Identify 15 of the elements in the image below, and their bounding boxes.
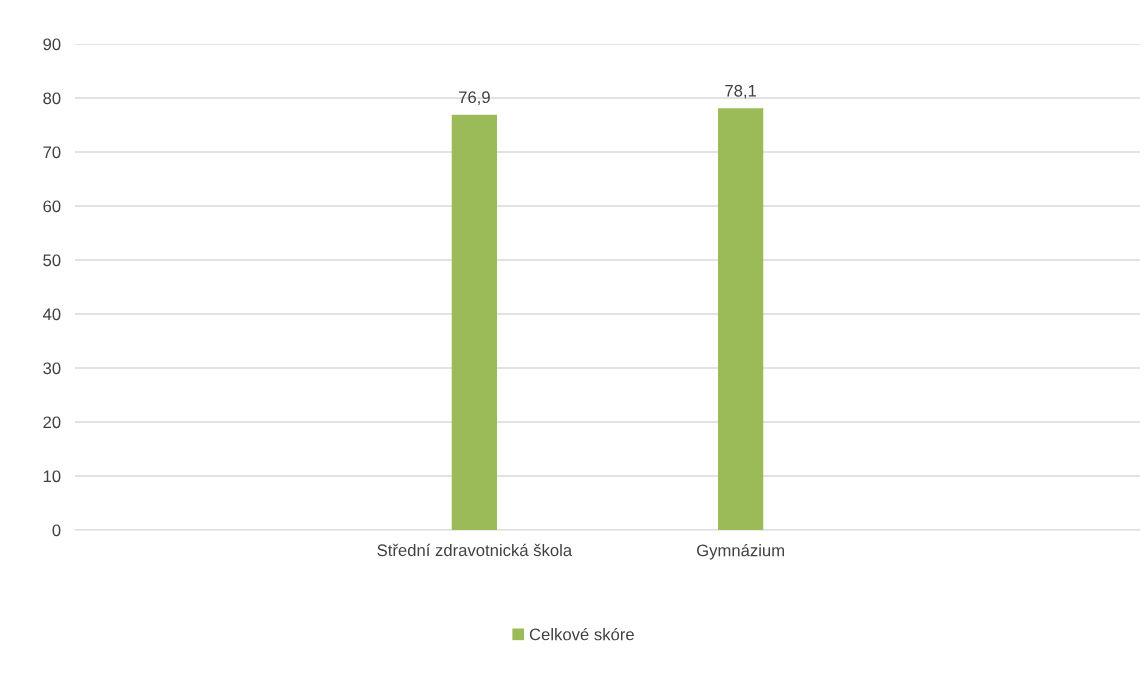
y-tick-label: 20 — [43, 416, 61, 429]
legend-label: Celkové skóre — [529, 627, 634, 641]
data-label: 78,1 — [725, 84, 757, 99]
x-tick-label: Gymnázium — [697, 543, 784, 560]
y-tick-label: 50 — [43, 254, 61, 267]
y-tick-label: 70 — [43, 146, 61, 159]
y-tick-label: 30 — [43, 362, 61, 375]
data-label: 76,9 — [459, 91, 490, 106]
y-tick-label: 60 — [43, 200, 61, 213]
x-tick-label: Střední zdravotnická škola — [377, 543, 573, 557]
y-tick-label: 40 — [42, 308, 61, 321]
y-tick-label: 0 — [52, 524, 61, 537]
y-tick-label: 90 — [43, 38, 61, 51]
y-tick-label: 80 — [43, 92, 61, 105]
y-tick-label: 10 — [43, 470, 61, 483]
